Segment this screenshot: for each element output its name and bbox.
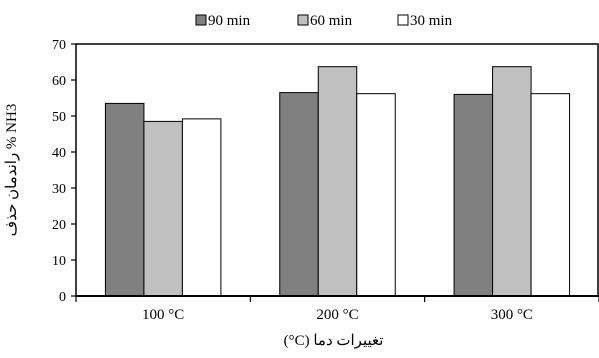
legend-swatch-30-min (397, 14, 409, 26)
bar-30-min-2 (530, 93, 571, 297)
legend-label: 30 min (410, 13, 453, 29)
y-axis-title: راندمان حذف % NH3 (4, 104, 20, 237)
y-axis: 0 10 20 30 40 50 60 70 (52, 38, 76, 305)
x-axis: 100 °C 200 °C 300 °C (75, 295, 599, 323)
bar-90-min-1 (279, 92, 319, 297)
y-tick-label: 40 (52, 146, 66, 161)
bars (104, 66, 571, 297)
bar-30-min-1 (356, 93, 396, 297)
x-axis-title: تغییرات دما (C°) (284, 333, 384, 349)
bar-60-min-0 (143, 120, 183, 297)
bar-90-min-0 (104, 102, 145, 297)
y-tick-label: 0 (59, 290, 66, 305)
bar-30-min-0 (181, 118, 222, 297)
legend-label: 60 min (310, 13, 353, 29)
bar-90-min-2 (453, 93, 494, 297)
y-tick-label: 20 (52, 218, 66, 233)
legend: 90 min 60 min 30 min (195, 13, 453, 29)
legend-swatch-60-min (297, 14, 309, 26)
x-category-label: 100 °C (142, 307, 184, 323)
bar-60-min-2 (492, 66, 532, 297)
legend-label: 90 min (208, 13, 251, 29)
y-tick-label: 50 (52, 110, 66, 125)
y-tick-label: 10 (52, 254, 66, 269)
x-category-label: 200 °C (316, 307, 358, 323)
x-category-label: 300 °C (491, 307, 533, 323)
y-tick-label: 30 (52, 182, 66, 197)
y-tick-label: 70 (52, 38, 66, 53)
legend-swatch-90-min (195, 14, 207, 26)
bar-60-min-1 (317, 66, 358, 297)
y-tick-label: 60 (52, 74, 66, 89)
